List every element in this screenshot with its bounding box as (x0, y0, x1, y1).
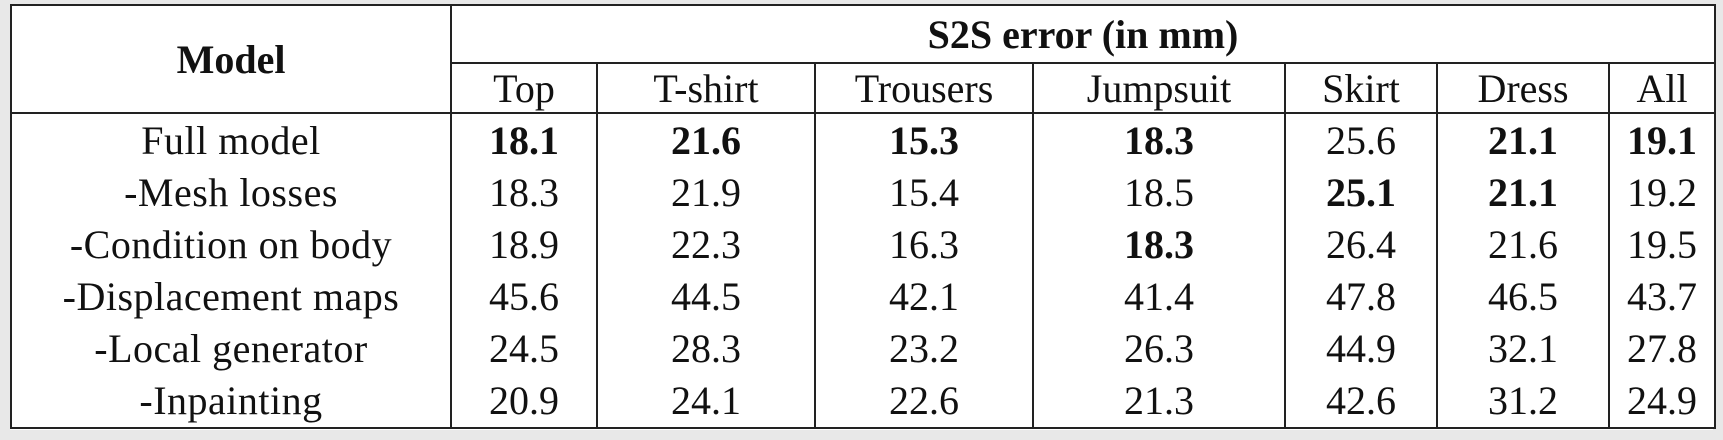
table-cell: 44.5 (596, 270, 816, 323)
table-cell: 18.3 (450, 166, 598, 219)
row-label: -Inpainting (10, 374, 452, 428)
column-header-all: All (1608, 63, 1716, 114)
column-header-jumpsuit: Jumpsuit (1032, 63, 1286, 114)
table-cell: 41.4 (1032, 270, 1286, 323)
column-header-dress: Dress (1436, 63, 1610, 114)
table-cell: 25.6 (1284, 113, 1438, 167)
table-cell: 21.6 (596, 113, 816, 167)
table-cell: 15.4 (814, 166, 1034, 219)
table-cell: 18.3 (1032, 218, 1286, 271)
table-cell: 24.5 (450, 322, 598, 375)
table-cell: 43.7 (1608, 270, 1716, 323)
table-row: -Mesh losses 18.3 21.9 15.4 18.5 25.1 21… (10, 166, 1716, 219)
table-cell: 18.3 (1032, 113, 1286, 167)
table-cell: 42.1 (814, 270, 1034, 323)
column-header-t-shirt: T-shirt (596, 63, 816, 114)
table-cell: 26.4 (1284, 218, 1438, 271)
table-cell: 25.1 (1284, 166, 1438, 219)
table-cell: 19.1 (1608, 113, 1716, 167)
table-cell: 42.6 (1284, 374, 1438, 428)
table-cell: 47.8 (1284, 270, 1438, 323)
table-row: -Local generator 24.5 28.3 23.2 26.3 44.… (10, 322, 1716, 375)
table-row: Full model 18.1 21.6 15.3 18.3 25.6 21.1… (10, 113, 1716, 167)
table-cell: 45.6 (450, 270, 598, 323)
row-label: Full model (10, 113, 452, 167)
table-cell: 27.8 (1608, 322, 1716, 375)
table-cell: 32.1 (1436, 322, 1610, 375)
table-cell: 31.2 (1436, 374, 1610, 428)
column-header-top: Top (450, 63, 598, 114)
header-row-group: Model S2S error (in mm) (10, 5, 1716, 114)
table-row: -Inpainting 20.9 24.1 22.6 21.3 42.6 31.… (10, 374, 1716, 428)
table-cell: 16.3 (814, 218, 1034, 271)
table-cell: 21.6 (1436, 218, 1610, 271)
table-body: Full model 18.1 21.6 15.3 18.3 25.6 21.1… (10, 113, 1716, 428)
table-row: -Condition on body 18.9 22.3 16.3 18.3 2… (10, 218, 1716, 271)
table-cell: 23.2 (814, 322, 1034, 375)
table-cell: 19.5 (1608, 218, 1716, 271)
table-cell: 18.5 (1032, 166, 1286, 219)
header-row-columns: Top T-shirt Trousers Jumpsuit Skirt Dres… (11, 63, 1716, 114)
table-cell: 26.3 (1032, 322, 1286, 375)
table-cell: 46.5 (1436, 270, 1610, 323)
table-cell: 15.3 (814, 113, 1034, 167)
column-header-trousers: Trousers (814, 63, 1034, 114)
row-label: -Condition on body (10, 218, 452, 271)
table-cell: 21.1 (1436, 166, 1610, 219)
table-cell: 18.9 (450, 218, 598, 271)
column-header-skirt: Skirt (1284, 63, 1438, 114)
results-table: Model S2S error (in mm) Top T-shirt Trou… (10, 4, 1716, 429)
table-cell: 20.9 (450, 374, 598, 428)
table-cell: 22.6 (814, 374, 1034, 428)
row-label: -Local generator (10, 322, 452, 375)
table-cell: 28.3 (596, 322, 816, 375)
model-header: Model (10, 5, 452, 114)
table-cell: 44.9 (1284, 322, 1438, 375)
table-cell: 21.9 (596, 166, 816, 219)
row-label: -Displacement maps (10, 270, 452, 323)
table-row: -Displacement maps 45.6 44.5 42.1 41.4 4… (10, 270, 1716, 323)
table-cell: 21.1 (1436, 113, 1610, 167)
s2s-error-header: S2S error (in mm) (450, 5, 1716, 64)
table-cell: 21.3 (1032, 374, 1286, 428)
table-cell: 18.1 (450, 113, 598, 167)
table-cell: 19.2 (1608, 166, 1716, 219)
table-cell: 22.3 (596, 218, 816, 271)
table-cell: 24.9 (1608, 374, 1716, 428)
row-label: -Mesh losses (10, 166, 452, 219)
table-cell: 24.1 (596, 374, 816, 428)
